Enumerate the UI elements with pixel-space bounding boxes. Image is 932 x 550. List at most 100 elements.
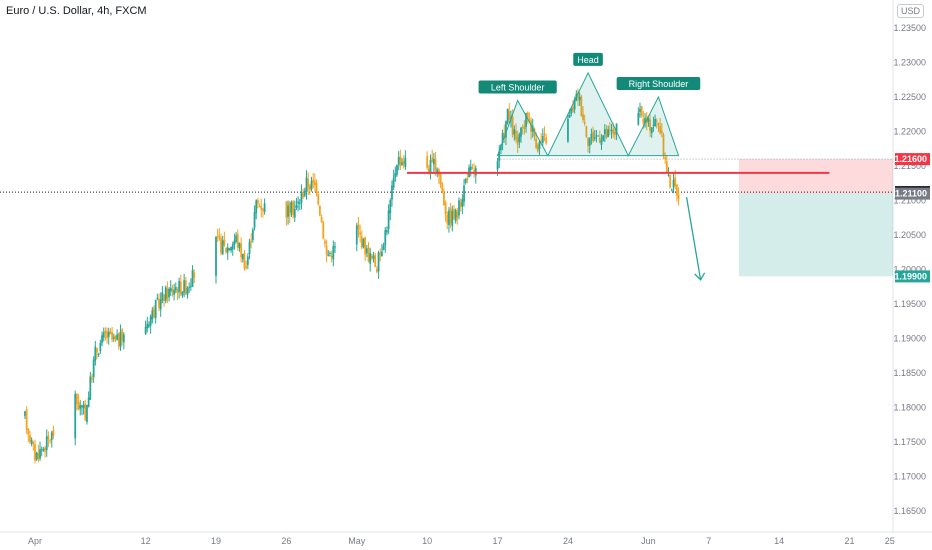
candle-body (397, 157, 400, 165)
candle-body (216, 235, 219, 237)
price-label-box (895, 187, 930, 200)
stop-loss-zone (738, 159, 893, 194)
candle-body (381, 251, 383, 257)
take-profit-zone (738, 193, 893, 277)
candle-body (434, 159, 437, 170)
candle-body (24, 411, 26, 416)
candle-body (230, 246, 232, 251)
currency-button[interactable]: USD (896, 4, 924, 18)
candle-body (530, 120, 532, 132)
candle-body (104, 330, 107, 334)
candle-body (357, 224, 360, 230)
pattern-label: Right Shoulder (629, 79, 689, 89)
candle-body (75, 393, 78, 405)
candle-body (429, 160, 432, 173)
candle-body (260, 206, 263, 210)
x-tick-label: 21 (844, 536, 854, 546)
candle-body (320, 217, 323, 223)
candle-body (543, 133, 546, 136)
candle-body (597, 135, 600, 137)
candle-body (325, 246, 328, 255)
candle-body (592, 131, 594, 142)
price-label-box (895, 153, 930, 166)
candle-body (221, 240, 224, 255)
candle-body (387, 210, 390, 229)
candle-body (116, 334, 119, 340)
candle-body (523, 126, 526, 129)
candle-body (153, 308, 155, 318)
candle-body (251, 229, 254, 240)
candle-body (538, 142, 541, 149)
candle-body (375, 269, 378, 272)
candle-body (391, 185, 393, 200)
candle-body (295, 205, 298, 208)
candle-body (92, 359, 95, 378)
candle-body (386, 230, 388, 233)
candle-body (379, 253, 382, 255)
candle-body (662, 134, 665, 156)
candle-body (307, 178, 310, 188)
candle-body (595, 135, 598, 137)
candle-body (443, 192, 445, 205)
candle-body (602, 135, 605, 141)
candle-body (577, 92, 579, 99)
candle-body (501, 133, 504, 144)
candle-body (607, 129, 610, 137)
candle-body (114, 335, 117, 340)
candle-body (401, 162, 403, 165)
candle-body (657, 123, 660, 126)
candle-body (29, 435, 31, 442)
x-tick-label: 25 (885, 536, 895, 546)
candle-body (644, 118, 646, 124)
candle-body (640, 106, 643, 117)
projection-arrow-head (694, 272, 706, 281)
candle-body (34, 444, 36, 461)
candle-body (600, 140, 603, 145)
candle-body (677, 194, 680, 199)
y-tick-label: 1.19500 (893, 299, 926, 309)
candle-body (39, 449, 41, 459)
candle-body (590, 133, 593, 139)
candle-body (81, 405, 83, 408)
candle-body (334, 246, 336, 248)
candle-body (660, 130, 663, 134)
candle-body (173, 290, 176, 295)
candle-body (238, 242, 241, 249)
candle-body (258, 206, 261, 208)
candle-body (364, 237, 367, 255)
candle-body (453, 208, 455, 219)
price-label-box (895, 270, 930, 283)
y-tick-label: 1.22500 (893, 92, 926, 102)
candle-body (37, 453, 40, 460)
candle-body (533, 128, 536, 137)
candle-body (372, 256, 375, 259)
candle-body (404, 157, 407, 168)
candle-body (151, 310, 154, 320)
candle-body (47, 435, 50, 440)
candle-body (515, 131, 517, 140)
candle-body (99, 342, 102, 352)
candle-body (233, 240, 236, 245)
candle-body (593, 137, 596, 139)
candle-body (290, 201, 293, 213)
candle-body (567, 118, 569, 142)
candle-body (598, 137, 601, 143)
x-tick-label: 24 (563, 536, 573, 546)
candle-body (312, 179, 315, 183)
candle-body (503, 132, 506, 139)
candle-body (436, 169, 439, 173)
y-tick-label: 1.21000 (893, 196, 926, 206)
candle-body (439, 174, 442, 185)
candle-body (525, 113, 527, 127)
candle-body (158, 299, 160, 308)
candle-body (511, 116, 514, 135)
candle-body (365, 248, 368, 254)
candle-body (146, 323, 149, 329)
candle-body (253, 212, 256, 228)
candle-body (466, 178, 469, 180)
candle-body (458, 200, 460, 216)
y-tick-label: 1.16500 (893, 506, 926, 516)
x-tick-label: 12 (141, 536, 151, 546)
